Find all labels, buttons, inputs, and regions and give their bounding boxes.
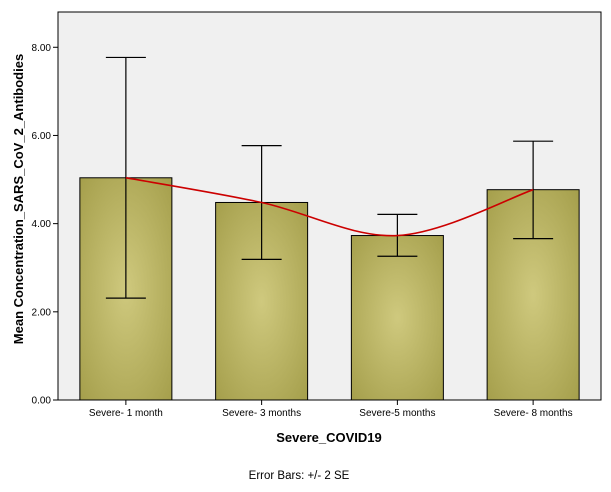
- trend-line: [125, 176, 534, 237]
- error-bars-footnote: Error Bars: +/- 2 SE: [249, 470, 350, 482]
- y-tick-label: 0.00: [32, 396, 52, 407]
- x-tick-label: Severe- 1 month: [89, 408, 163, 419]
- y-axis-title: Mean Concentration_SARS_CoV_2_Antibodies: [11, 54, 26, 344]
- x-tick-label: Severe- 8 months: [494, 408, 573, 419]
- x-tick-label: Severe- 3 months: [222, 408, 301, 419]
- trend-line-group: [125, 176, 534, 237]
- x-tick-label: Severe-5 months: [359, 408, 435, 419]
- y-tick-label: 6.00: [32, 131, 52, 142]
- y-tick-label: 4.00: [32, 219, 52, 230]
- bar: [350, 235, 444, 401]
- y-tick-label: 8.00: [32, 43, 52, 54]
- y-axis: 0.00 2.00 4.00 6.00 8.00: [32, 43, 58, 407]
- x-axis: Severe- 1 month Severe- 3 months Severe-5 …: [89, 400, 573, 419]
- x-axis-title: Severe_COVID19: [276, 430, 382, 445]
- bars: [79, 177, 580, 401]
- y-tick-label: 2.00: [32, 307, 52, 318]
